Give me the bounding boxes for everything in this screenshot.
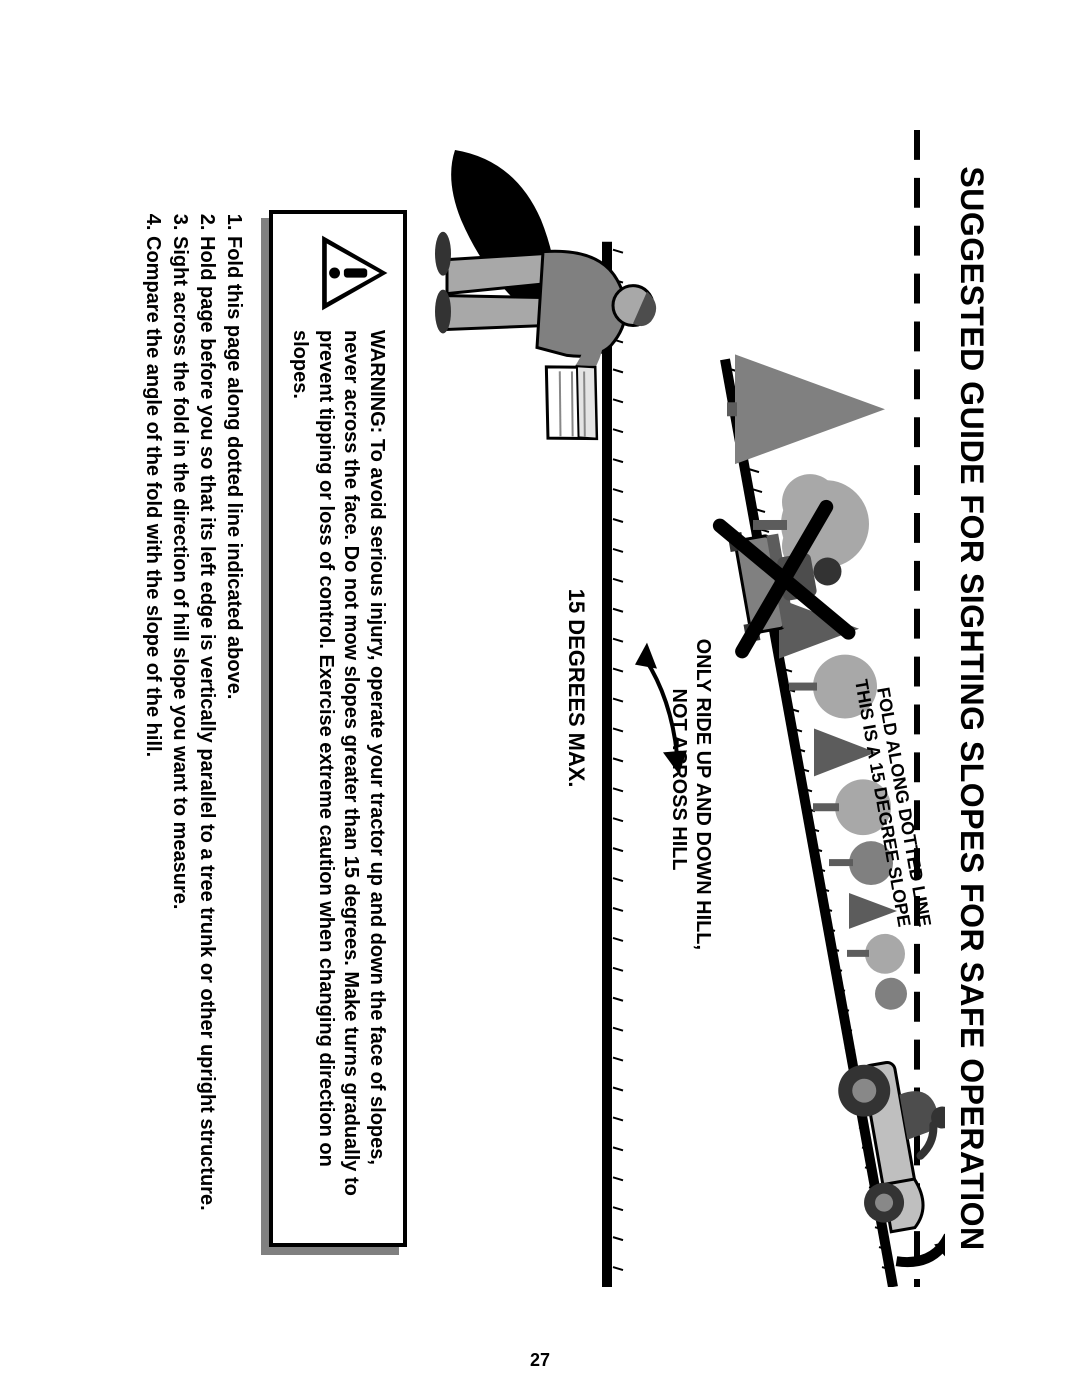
trees-icon — [727, 354, 907, 1009]
instruction-item: Hold page before you so that its left ed… — [193, 236, 220, 1247]
warning-box: WARNING: To avoid serious injury, operat… — [269, 210, 407, 1247]
ride-label-2: NOT ACROSS HILL — [668, 689, 690, 871]
instruction-item: Sight across the fold in the direction o… — [166, 236, 193, 1247]
instruction-item: Fold this page along dotted line indicat… — [220, 236, 247, 1247]
slope-diagram: FOLD ALONG DOTTED LINE THIS IS A 15 DEGR… — [425, 130, 945, 1287]
page-number: 27 — [530, 1350, 550, 1371]
warning-text: WARNING: To avoid serious injury, operat… — [287, 330, 389, 1223]
page-title: SUGGESTED GUIDE FOR SIGHTING SLOPES FOR … — [953, 130, 990, 1287]
instruction-item: Compare the angle of the fold with the s… — [139, 236, 166, 1247]
instructions-list: Fold this page along dotted line indicat… — [139, 210, 247, 1247]
degrees-label: 15 DEGREES MAX. — [564, 589, 589, 788]
warning-triangle-icon — [319, 234, 389, 312]
ride-label-1: ONLY RIDE UP AND DOWN HILL, — [692, 639, 714, 950]
